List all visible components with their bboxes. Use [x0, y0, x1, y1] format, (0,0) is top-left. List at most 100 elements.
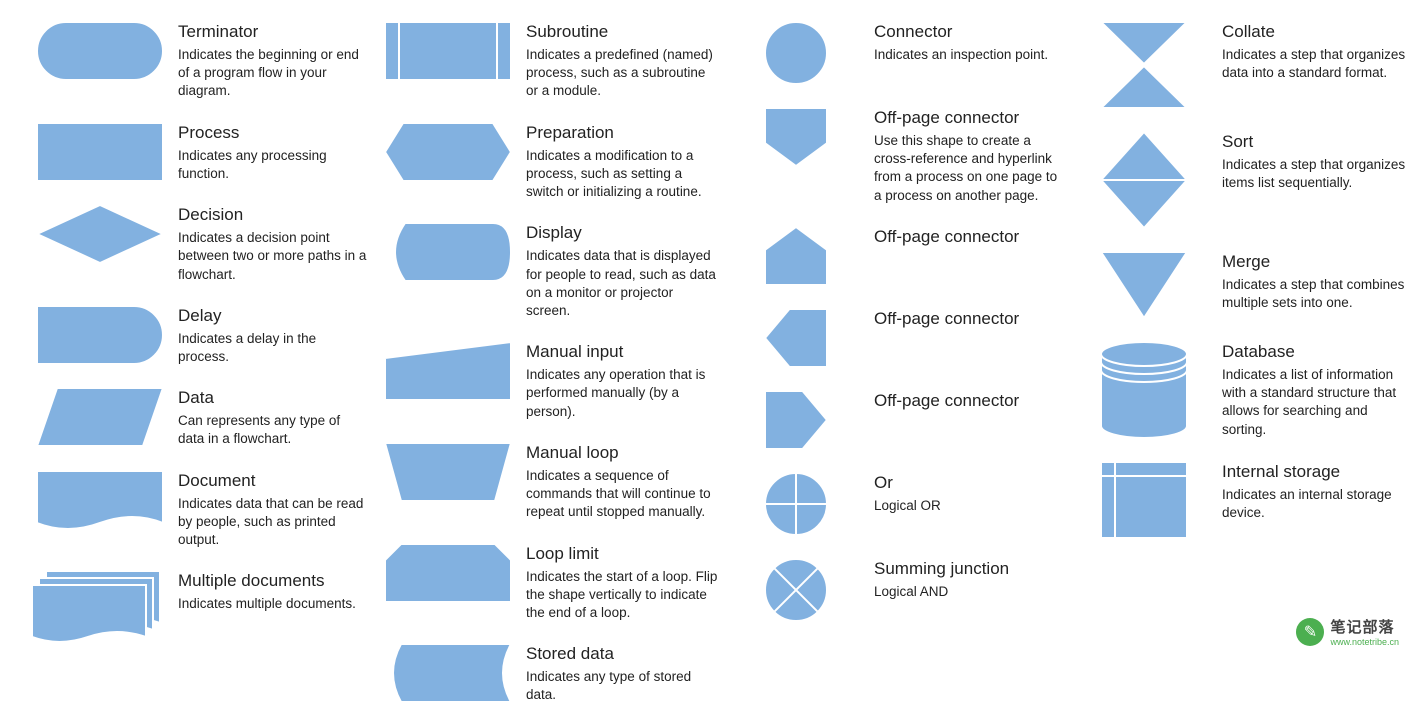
shape-title: Subroutine — [526, 22, 718, 42]
shape-title: Summing junction — [874, 559, 1009, 579]
shape-description: Indicates any type of stored data. — [526, 668, 718, 704]
shape-description: Indicates the start of a loop. Flip the … — [526, 568, 718, 623]
shape-item-offpage3: Off-page connector — [726, 307, 1066, 369]
shape-item-offpage2: Off-page connector — [726, 225, 1066, 287]
shape-description: Indicates a predefined (named) process, … — [526, 46, 718, 101]
shape-description: Indicates a sequence of commands that wi… — [526, 467, 718, 522]
shape-description: Indicates a step that combines multiple … — [1222, 276, 1411, 312]
shape-description: Indicates an inspection point. — [874, 46, 1048, 64]
shape-title: Off-page connector — [874, 309, 1019, 329]
offpage4-shape-icon — [726, 389, 866, 451]
shape-description: Indicates an internal storage device. — [1222, 486, 1411, 522]
shape-item-offpage4: Off-page connector — [726, 389, 1066, 451]
shape-description: Use this shape to create a cross-referen… — [874, 132, 1066, 205]
or-shape-icon — [726, 471, 866, 537]
shape-item-internalstorage: Internal storageIndicates an internal st… — [1074, 460, 1411, 540]
shape-description: Indicates data that can be read by peopl… — [178, 495, 370, 550]
shape-item-document: Document Indicates data that can be read … — [30, 469, 370, 550]
shape-title: Stored data — [526, 644, 718, 664]
shape-item-manualloop: Manual loop Indicates a sequence of comma… — [378, 441, 718, 522]
collate-shape-icon — [1074, 20, 1214, 110]
shape-description: Indicates the beginning or end of a prog… — [178, 46, 370, 101]
shape-item-merge: Merge Indicates a step that combines mult… — [1074, 250, 1411, 320]
database-shape-icon — [1074, 340, 1214, 440]
shape-title: Document — [178, 471, 370, 491]
shape-title: Off-page connector — [874, 108, 1066, 128]
shape-title: Merge — [1222, 252, 1411, 272]
shape-title: Off-page connector — [874, 227, 1019, 247]
preparation-shape-icon — [378, 121, 518, 183]
shape-item-decision: Decision Indicates a decision point betwe… — [30, 203, 370, 284]
shape-description: Indicates a list of information with a s… — [1222, 366, 1411, 439]
shape-title: Manual loop — [526, 443, 718, 463]
summing-shape-icon — [726, 557, 866, 623]
shape-item-subroutine: Subroutine Indicates a predefined (named)… — [378, 20, 718, 101]
shape-title: Or — [874, 473, 941, 493]
shape-item-sort: Sort Indicates a step that organizes item… — [1074, 130, 1411, 230]
shape-item-data: Data Can represents any type of data in a… — [30, 386, 370, 448]
shape-description: Indicates a step that organizes items li… — [1222, 156, 1411, 192]
data-shape-icon — [30, 386, 170, 448]
offpage2-shape-icon — [726, 225, 866, 287]
shape-title: Data — [178, 388, 370, 408]
manualinput-shape-icon — [378, 340, 518, 402]
multidoc-shape-icon — [30, 569, 170, 649]
shape-description: Indicates a step that organizes data int… — [1222, 46, 1411, 82]
offpage3-shape-icon — [726, 307, 866, 369]
shape-item-or: Or Logical OR — [726, 471, 1066, 537]
document-shape-icon — [30, 469, 170, 539]
watermark-badge-icon: ✎ — [1296, 618, 1324, 646]
shape-title: Database — [1222, 342, 1411, 362]
shape-item-offpage1: Off-page connector Use this shape to crea… — [726, 106, 1066, 205]
merge-shape-icon — [1074, 250, 1214, 320]
decision-shape-icon — [30, 203, 170, 265]
shape-title: Loop limit — [526, 544, 718, 564]
sort-shape-icon — [1074, 130, 1214, 230]
shape-title: Multiple documents — [178, 571, 356, 591]
shape-item-preparation: Preparation Indicates a modification to a… — [378, 121, 718, 202]
looplimit-shape-icon — [378, 542, 518, 604]
shape-title: Preparation — [526, 123, 718, 143]
shape-item-terminator: Terminator Indicates the beginning or end… — [30, 20, 370, 101]
shape-item-collate: Collate Indicates a step that organizes d… — [1074, 20, 1411, 110]
shape-title: Collate — [1222, 22, 1411, 42]
shape-title: Terminator — [178, 22, 370, 42]
shape-item-summing: Summing junction Logical AND — [726, 557, 1066, 623]
shape-item-multidoc: Multiple documents Indicates multiple doc… — [30, 569, 370, 649]
shape-description: Indicates any processing function. — [178, 147, 370, 183]
shape-item-manualinput: Manual input Indicates any operation that… — [378, 340, 718, 421]
shape-item-delay: Delay Indicates a delay in the process. — [30, 304, 370, 366]
shape-description: Indicates a delay in the process. — [178, 330, 370, 366]
shape-description: Logical AND — [874, 583, 1009, 601]
shape-description: Logical OR — [874, 497, 941, 515]
delay-shape-icon — [30, 304, 170, 366]
subroutine-shape-icon — [378, 20, 518, 82]
display-shape-icon — [378, 221, 518, 283]
shape-title: Off-page connector — [874, 391, 1019, 411]
watermark-url: www.notetribe.cn — [1330, 637, 1399, 647]
shape-title: Display — [526, 223, 718, 243]
process-shape-icon — [30, 121, 170, 183]
shape-title: Connector — [874, 22, 1048, 42]
shape-description: Indicates any operation that is performe… — [526, 366, 718, 421]
shape-description: Indicates a modification to a process, s… — [526, 147, 718, 202]
shape-item-looplimit: Loop limit Indicates the start of a loop.… — [378, 542, 718, 623]
storeddata-shape-icon — [378, 642, 518, 704]
shape-title: Decision — [178, 205, 370, 225]
shape-description: Can represents any type of data in a flo… — [178, 412, 370, 448]
shape-title: Process — [178, 123, 370, 143]
shape-item-display: Display Indicates data that is displayed … — [378, 221, 718, 320]
shape-description: Indicates multiple documents. — [178, 595, 356, 613]
shape-description: Indicates data that is displayed for peo… — [526, 247, 718, 320]
shape-title: Manual input — [526, 342, 718, 362]
shape-item-process: Process Indicates any processing function… — [30, 121, 370, 183]
manualloop-shape-icon — [378, 441, 518, 503]
internalstorage-shape-icon — [1074, 460, 1214, 540]
shape-title: Sort — [1222, 132, 1411, 152]
terminator-shape-icon — [30, 20, 170, 82]
shape-item-storeddata: Stored data Indicates any type of stored … — [378, 642, 718, 704]
shape-description: Indicates a decision point between two o… — [178, 229, 370, 284]
connector-shape-icon — [726, 20, 866, 86]
shape-title: Delay — [178, 306, 370, 326]
offpage1-shape-icon — [726, 106, 866, 168]
